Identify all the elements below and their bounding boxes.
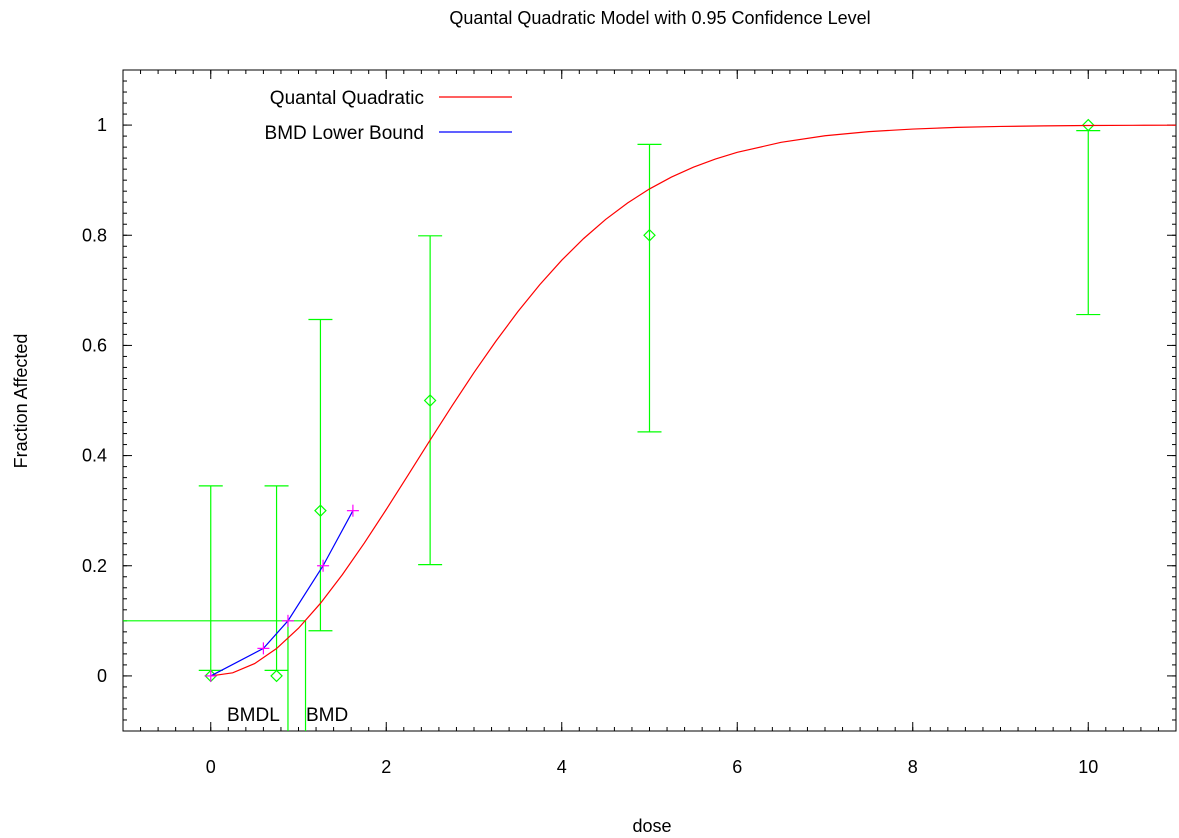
legend: Quantal Quadratic BMD Lower Bound <box>265 88 512 144</box>
x-tick-label: 0 <box>206 757 216 777</box>
error-bars <box>198 118 1101 683</box>
legend-label-model: Quantal Quadratic <box>270 88 424 109</box>
model-series <box>210 124 1177 677</box>
y-tick-label: 0 <box>97 666 107 686</box>
chart-title: Quantal Quadratic Model with 0.95 Confid… <box>449 8 870 28</box>
bmr-lines <box>123 620 307 731</box>
y-axis-label: Fraction Affected <box>11 334 31 469</box>
y-tick-label: 0.6 <box>82 335 107 355</box>
legend-label-bmdl: BMD Lower Bound <box>265 123 424 144</box>
observed-point <box>314 504 327 518</box>
x-tick-label: 6 <box>732 757 742 777</box>
x-tick-labels: 0 2 4 6 8 10 <box>206 757 1099 777</box>
bmdl-series <box>204 504 359 682</box>
observed-point <box>1081 118 1095 132</box>
model-curve-line <box>210 124 1177 677</box>
observed-point <box>423 394 437 407</box>
x-tick-label: 4 <box>557 757 567 777</box>
y-tick-labels: 0 0.2 0.4 0.6 0.8 1 <box>82 115 107 686</box>
y-tick-label: 1 <box>97 115 107 135</box>
x-axis-label: dose <box>632 816 671 836</box>
x-tick-label: 8 <box>908 757 918 777</box>
bmdl-curve-line <box>210 510 354 677</box>
bmd-label: BMD <box>306 705 348 726</box>
x-tick-label: 10 <box>1078 757 1098 777</box>
observed-point <box>643 228 656 242</box>
observed-point <box>270 669 283 683</box>
bmdl-label: BMDL <box>227 705 280 726</box>
y-tick-label: 0.2 <box>82 556 107 576</box>
y-tick-label: 0.8 <box>82 225 107 245</box>
x-tick-label: 2 <box>381 757 391 777</box>
y-tick-label: 0.4 <box>82 446 107 466</box>
